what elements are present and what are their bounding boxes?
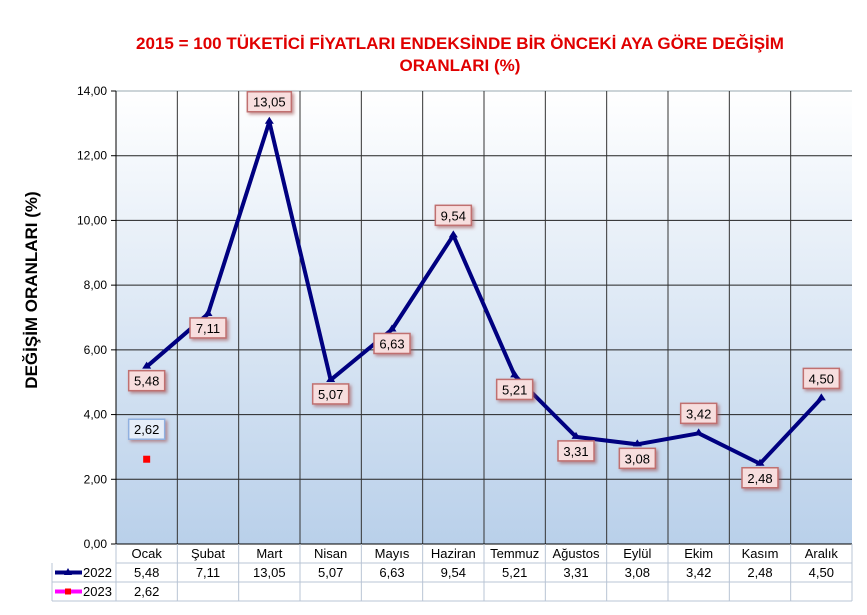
data-point-marker: [143, 455, 151, 463]
table-cell-value: 3,08: [625, 565, 650, 580]
x-category-label: Şubat: [191, 546, 225, 561]
table-cell-value: 5,21: [502, 565, 527, 580]
table-cell-value: 13,05: [253, 565, 286, 580]
data-label: 5,48: [134, 374, 159, 389]
x-category-label: Nisan: [314, 546, 347, 561]
x-category-label: Ekim: [684, 546, 713, 561]
table-cell-value: 3,42: [686, 565, 711, 580]
series-line-2022: [145, 119, 823, 466]
data-label-box: [189, 317, 227, 339]
data-label: 3,42: [686, 406, 711, 421]
data-label-box: [557, 440, 595, 462]
data-point-marker: [203, 308, 213, 316]
data-label-box: [495, 378, 534, 401]
data-label: 4,50: [809, 371, 834, 386]
table-cell-value: 4,50: [809, 565, 834, 580]
y-tick-label: 12,00: [77, 149, 107, 163]
data-label: 2,48: [747, 471, 772, 486]
y-tick-label: 2,00: [84, 472, 108, 486]
data-label: 2,62: [134, 422, 159, 437]
data-label: 3,08: [625, 451, 650, 466]
y-tick-label: 10,00: [77, 213, 107, 227]
data-point-marker: [632, 439, 642, 447]
data-label-box: [741, 467, 779, 489]
y-tick-label: 8,00: [84, 278, 108, 292]
x-category-label: Mayıs: [375, 546, 410, 561]
data-label-box: [802, 367, 841, 390]
chart-title: 2015 = 100 TÜKETİCİ FİYATLARI ENDEKSİNDE…: [136, 34, 784, 75]
data-point-marker: [142, 361, 152, 369]
data-point-marker: [510, 370, 520, 378]
table-cell-value: 2,48: [747, 565, 772, 580]
legend-entry: 2023: [83, 584, 112, 599]
table-cell-value: 9,54: [441, 565, 466, 580]
data-label: 7,11: [196, 321, 220, 336]
table-cell-value: 3,31: [563, 565, 588, 580]
data-label: 5,07: [318, 387, 343, 402]
y-tick-label: 14,00: [77, 84, 107, 98]
x-category-label: Haziran: [431, 546, 476, 561]
legend-entry: 2022: [83, 565, 112, 580]
data-label-box: [618, 447, 657, 470]
x-category-label: Aralık: [805, 546, 839, 561]
data-point-marker: [694, 428, 704, 436]
data-label-box: [373, 332, 411, 355]
x-category-label: Kasım: [742, 546, 779, 561]
data-label-box: [246, 90, 293, 113]
legend-square-marker: [65, 588, 71, 595]
y-tick-label: 6,00: [84, 343, 108, 357]
table-cell-value: 5,48: [134, 565, 159, 580]
y-tick-label: 0,00: [84, 537, 108, 551]
x-category-label: Temmuz: [490, 546, 539, 561]
data-point-marker: [816, 393, 826, 401]
data-point-marker: [571, 431, 581, 439]
table-cell-value: 2,62: [134, 584, 159, 599]
y-tick-label: 4,00: [84, 408, 108, 422]
x-category-label: Mart: [256, 546, 282, 561]
data-label-box: [127, 418, 166, 440]
data-label: 13,05: [253, 95, 286, 110]
data-point-marker: [387, 324, 397, 332]
data-label: 5,21: [502, 382, 527, 397]
data-label-box: [434, 204, 473, 227]
data-point-marker: [326, 374, 336, 382]
data-point-marker: [755, 458, 765, 466]
x-category-label: Ocak: [131, 546, 162, 561]
data-label: 9,54: [441, 208, 466, 223]
data-point-marker: [448, 230, 458, 238]
data-label-box: [679, 402, 718, 425]
table-cell-value: 6,63: [379, 565, 404, 580]
x-category-label: Ağustos: [553, 546, 600, 561]
x-category-label: Eylül: [623, 546, 651, 561]
table-cell-value: 5,07: [318, 565, 343, 580]
legend-triangle-marker: [64, 568, 72, 575]
data-label-box: [311, 383, 350, 405]
data-label-box: [127, 369, 166, 392]
table-cell-value: 7,11: [196, 565, 220, 580]
data-label: 6,63: [379, 336, 404, 351]
data-point-marker: [264, 116, 274, 124]
data-label: 3,31: [563, 444, 588, 459]
